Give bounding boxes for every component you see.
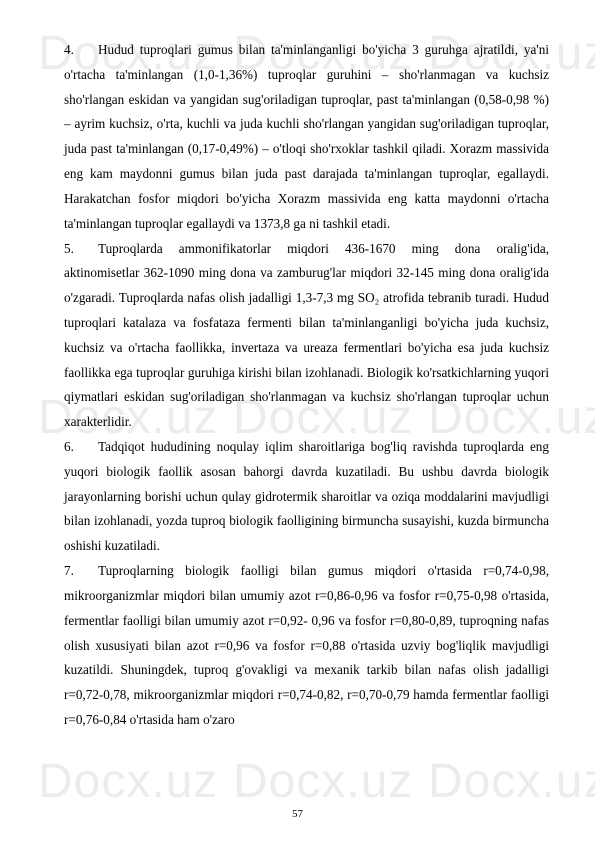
watermark: Docx.uz bbox=[428, 754, 595, 809]
paragraph-text: Tadqiqot hududining noqulay iqlim sharoi… bbox=[64, 439, 549, 553]
paragraph-text: Tuproqlarning biologik faolligi bilan gu… bbox=[64, 563, 549, 727]
watermark: Docx.uz bbox=[233, 754, 413, 809]
list-number: 6. bbox=[64, 435, 98, 460]
page-content: 4.Hudud tuproqlari gumus bilan ta'minlan… bbox=[64, 38, 549, 733]
list-number: 5. bbox=[64, 237, 98, 262]
paragraph-4: 4.Hudud tuproqlari gumus bilan ta'minlan… bbox=[64, 38, 549, 237]
list-number: 4. bbox=[64, 38, 98, 63]
paragraph-7: 7.Tuproqlarning biologik faolligi bilan … bbox=[64, 559, 549, 733]
paragraph-6: 6.Tadqiqot hududining noqulay iqlim shar… bbox=[64, 435, 549, 559]
paragraph-5: 5.Tuproqlarda ammonifikatorlar miqdori 4… bbox=[64, 237, 549, 436]
paragraph-text: Tuproqlarda ammonifikatorlar miqdori 436… bbox=[64, 241, 549, 430]
page-number: 57 bbox=[0, 808, 595, 820]
list-number: 7. bbox=[64, 559, 98, 584]
paragraph-text: Hudud tuproqlari gumus bilan ta'minlanga… bbox=[64, 42, 549, 231]
watermark: Docx.uz bbox=[38, 754, 218, 809]
